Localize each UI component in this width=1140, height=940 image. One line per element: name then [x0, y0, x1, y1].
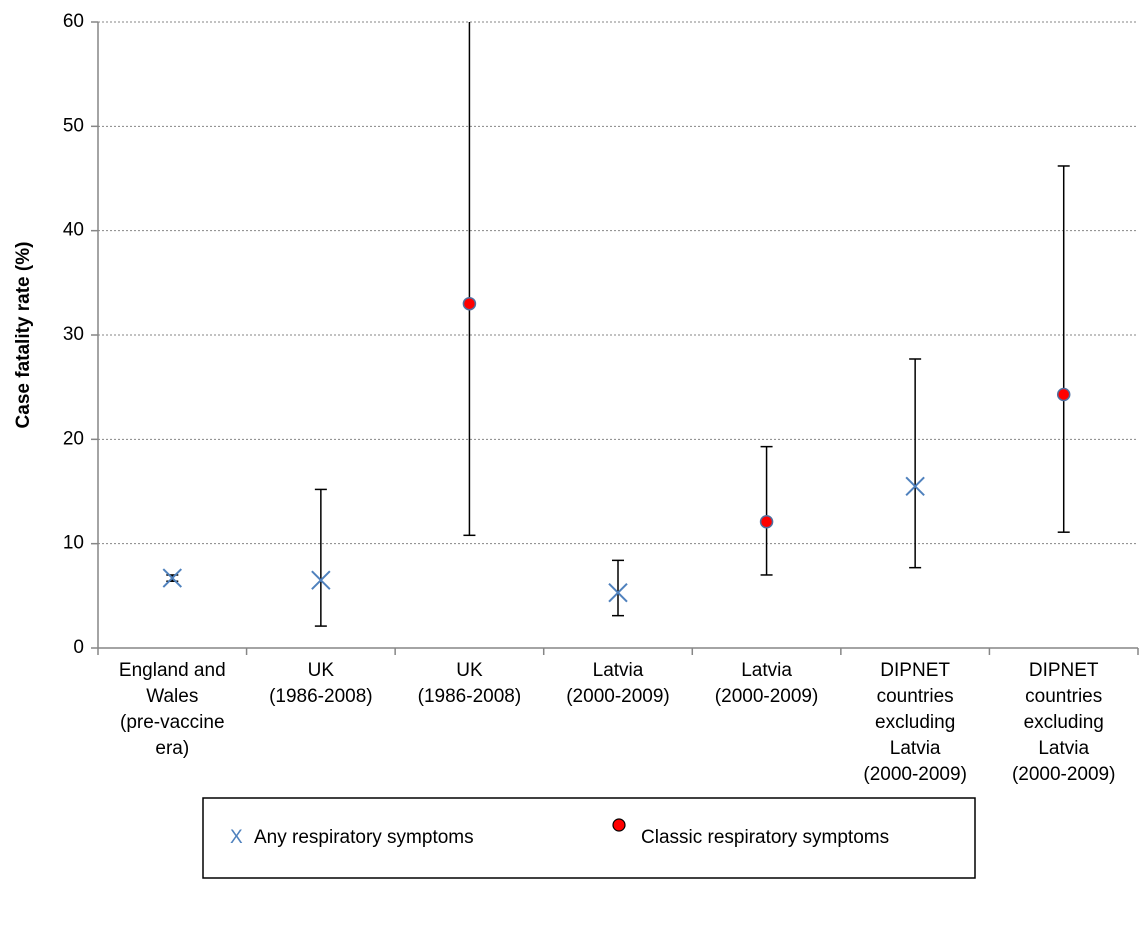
x-category-label-line: DIPNET	[1029, 660, 1099, 681]
y-axis-ticks: 0 10 20 30 40 50 60	[63, 11, 98, 658]
y-tick-label: 0	[73, 637, 84, 658]
x-category-label-line: Wales	[146, 686, 198, 707]
y-tick-label: 10	[63, 533, 84, 554]
data-markers	[162, 296, 1071, 603]
x-category-label-line: excluding	[1024, 712, 1104, 733]
data-point-x-stroke	[608, 582, 628, 603]
legend-label-any: Any respiratory symptoms	[254, 827, 474, 848]
x-category-label: Latvia (2000-2009)	[715, 660, 819, 707]
x-category-label-line: Latvia	[1038, 738, 1089, 759]
x-category-label-line: countries	[877, 686, 954, 707]
data-point-classic-respiratory	[462, 296, 477, 311]
data-point-x-stroke	[905, 476, 925, 496]
legend-label-classic: Classic respiratory symptoms	[641, 827, 889, 848]
x-category-label-line: (2000-2009)	[863, 764, 967, 785]
x-category-label-line: (2000-2009)	[715, 686, 819, 707]
data-point-any-respiratory	[608, 582, 628, 603]
x-category-label: UK (1986-2008)	[269, 660, 373, 707]
x-category-label-line: era)	[155, 738, 189, 759]
legend-marker-classic-icon	[612, 818, 626, 832]
data-point-x-stroke	[311, 570, 331, 590]
x-category-label: England and Wales (pre-vaccine era)	[119, 660, 226, 759]
data-point-x-stroke	[162, 568, 182, 588]
legend-box	[202, 797, 976, 879]
data-point-any-respiratory	[905, 476, 925, 496]
y-tick-label: 40	[63, 220, 84, 241]
x-category-label-line: UK	[456, 660, 483, 681]
legend-marker-any-icon: X	[230, 827, 243, 848]
x-axis-categories: England and Wales (pre-vaccine era) UK (1986-…	[97, 648, 1139, 785]
x-category-label-line: UK	[308, 660, 335, 681]
gridlines	[98, 21, 1138, 545]
data-point-classic-respiratory	[759, 515, 774, 529]
x-category-label-line: Latvia	[890, 738, 941, 759]
x-category-label: Latvia (2000-2009)	[566, 660, 670, 707]
x-category-label-line: (1986-2008)	[269, 686, 373, 707]
x-category-label: DIPNET countries excluding Latvia (2000-2009…	[1012, 660, 1116, 785]
x-category-label-line: (2000-2009)	[1012, 764, 1116, 785]
x-category-label-line: DIPNET	[880, 660, 950, 681]
legend: X Any respiratory symptoms Classic respi…	[202, 797, 976, 879]
x-category-label-line: (pre-vaccine	[120, 712, 225, 733]
x-category-label-line: (1986-2008)	[418, 686, 522, 707]
y-axis-title: Case fatality rate (%)	[13, 242, 34, 429]
y-tick-label: 20	[63, 428, 84, 449]
x-category-label-line: Latvia	[593, 660, 644, 681]
x-category-label: UK (1986-2008)	[418, 660, 522, 707]
error-bars	[166, 22, 1070, 627]
x-category-label-line: excluding	[875, 712, 955, 733]
x-category-label-line: (2000-2009)	[566, 686, 670, 707]
data-point-classic-respiratory	[1056, 387, 1071, 402]
x-category-label-line: Latvia	[741, 660, 792, 681]
x-category-label-line: England and	[119, 660, 226, 681]
x-category-label-line: countries	[1025, 686, 1102, 707]
y-tick-label: 60	[63, 11, 84, 32]
x-category-label: DIPNET countries excluding Latvia (2000-2009…	[863, 660, 967, 785]
data-point-any-respiratory	[311, 570, 331, 590]
y-tick-label: 50	[63, 115, 84, 136]
y-tick-label: 30	[63, 324, 84, 345]
data-point-any-respiratory	[162, 568, 182, 588]
